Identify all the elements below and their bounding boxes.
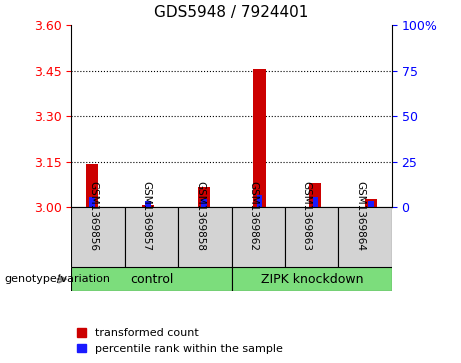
Bar — [86, 164, 98, 207]
Bar — [142, 205, 154, 207]
Bar — [313, 197, 318, 207]
Bar — [257, 195, 262, 207]
Bar — [254, 69, 266, 207]
Legend: transformed count, percentile rank within the sample: transformed count, percentile rank withi… — [77, 328, 283, 354]
Bar — [201, 199, 207, 207]
Text: control: control — [130, 273, 173, 286]
Bar — [89, 197, 95, 207]
Text: GSM1369857: GSM1369857 — [142, 181, 152, 251]
Bar — [145, 201, 151, 207]
Bar — [71, 207, 125, 267]
Bar — [368, 201, 374, 207]
Bar — [365, 199, 377, 207]
Text: GSM1369863: GSM1369863 — [302, 181, 312, 251]
Bar — [71, 267, 231, 291]
Bar — [178, 207, 231, 267]
Bar — [231, 267, 392, 291]
Text: genotype/variation: genotype/variation — [5, 274, 111, 284]
Title: GDS5948 / 7924401: GDS5948 / 7924401 — [154, 5, 309, 20]
Text: GSM1369862: GSM1369862 — [248, 181, 258, 251]
Bar — [285, 207, 338, 267]
Bar — [125, 207, 178, 267]
Text: GSM1369856: GSM1369856 — [88, 181, 98, 251]
Text: ZIPK knockdown: ZIPK knockdown — [260, 273, 363, 286]
Bar — [231, 207, 285, 267]
Bar — [338, 207, 392, 267]
Text: GSM1369858: GSM1369858 — [195, 181, 205, 251]
Bar — [309, 183, 321, 207]
Text: GSM1369864: GSM1369864 — [355, 181, 365, 251]
Bar — [198, 187, 210, 207]
